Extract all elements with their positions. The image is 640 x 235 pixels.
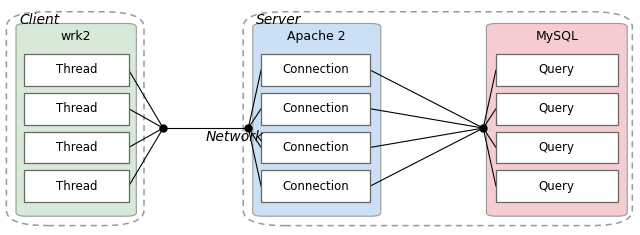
- Text: Thread: Thread: [56, 102, 97, 115]
- FancyBboxPatch shape: [253, 24, 381, 216]
- Text: Connection: Connection: [282, 63, 349, 76]
- Text: Connection: Connection: [282, 102, 349, 115]
- Text: Server: Server: [256, 13, 301, 27]
- Text: Thread: Thread: [56, 63, 97, 76]
- Text: Client: Client: [19, 13, 60, 27]
- FancyBboxPatch shape: [261, 170, 370, 202]
- Text: Query: Query: [539, 102, 575, 115]
- Text: Apache 2: Apache 2: [287, 30, 346, 43]
- Text: Query: Query: [539, 63, 575, 76]
- Text: Connection: Connection: [282, 141, 349, 154]
- FancyBboxPatch shape: [16, 24, 136, 216]
- FancyBboxPatch shape: [496, 132, 618, 163]
- Text: Connection: Connection: [282, 180, 349, 193]
- FancyBboxPatch shape: [24, 170, 129, 202]
- FancyBboxPatch shape: [24, 54, 129, 86]
- FancyBboxPatch shape: [6, 12, 144, 226]
- Text: MySQL: MySQL: [535, 30, 579, 43]
- FancyBboxPatch shape: [496, 93, 618, 125]
- Text: Query: Query: [539, 180, 575, 193]
- FancyBboxPatch shape: [243, 12, 632, 226]
- Text: wrk2: wrk2: [61, 30, 92, 43]
- Text: Thread: Thread: [56, 180, 97, 193]
- FancyBboxPatch shape: [261, 93, 370, 125]
- FancyBboxPatch shape: [24, 93, 129, 125]
- Text: Query: Query: [539, 141, 575, 154]
- Text: Network: Network: [206, 130, 264, 145]
- FancyBboxPatch shape: [261, 54, 370, 86]
- FancyBboxPatch shape: [486, 24, 627, 216]
- FancyBboxPatch shape: [496, 170, 618, 202]
- FancyBboxPatch shape: [261, 132, 370, 163]
- FancyBboxPatch shape: [24, 132, 129, 163]
- FancyBboxPatch shape: [496, 54, 618, 86]
- Text: Thread: Thread: [56, 141, 97, 154]
